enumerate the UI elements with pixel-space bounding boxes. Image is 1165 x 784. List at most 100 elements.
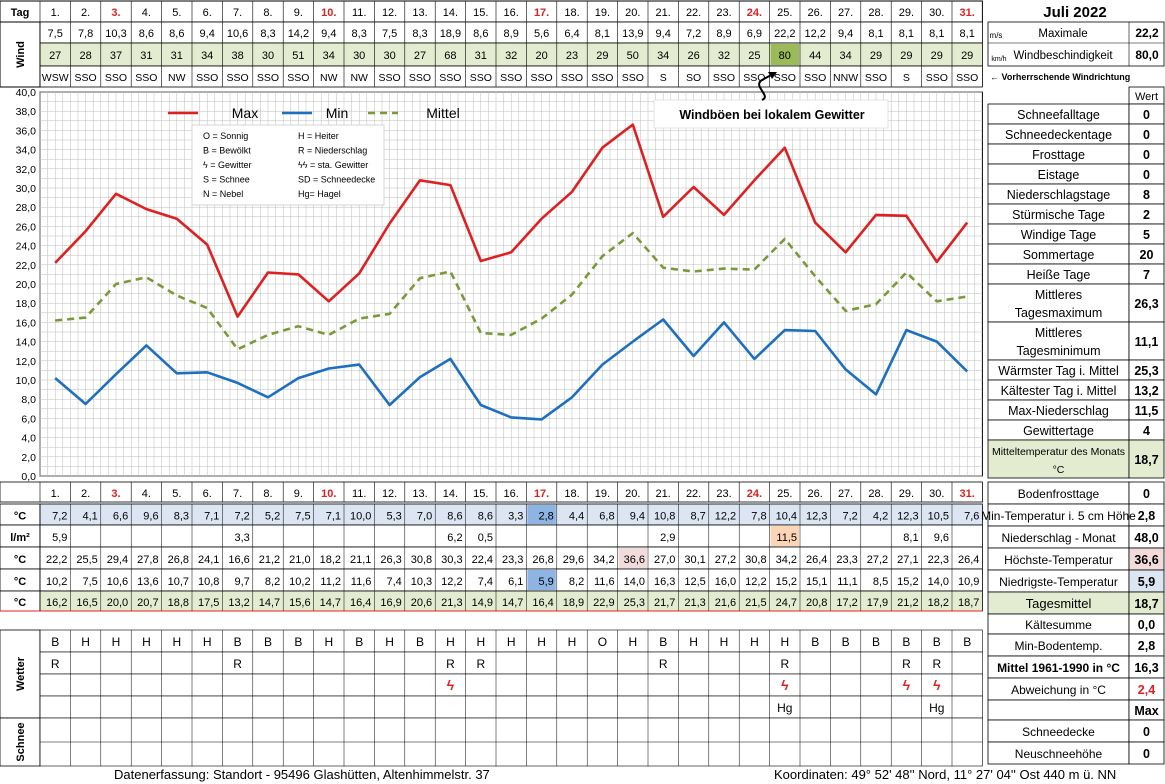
weather-code: R bbox=[476, 657, 485, 671]
wind-mean-value: 7,2 bbox=[686, 28, 701, 40]
wind-label-box bbox=[0, 21, 41, 88]
data-value: 22,2 bbox=[46, 554, 67, 566]
day-label: 8. bbox=[263, 488, 272, 500]
weather-code: H bbox=[142, 635, 151, 649]
thunder-icon: ϟ bbox=[447, 677, 455, 693]
data-value: 10,5 bbox=[928, 511, 949, 523]
day-label: 21. bbox=[656, 488, 671, 500]
data-value: 9,6 bbox=[143, 511, 158, 523]
y-tick-label: 6,0 bbox=[21, 413, 36, 425]
day-label: 26. bbox=[808, 7, 823, 19]
wind-direction-value: SSO bbox=[409, 72, 431, 84]
data-value: 27,1 bbox=[897, 554, 918, 566]
wind-gust-value: 29 bbox=[870, 50, 882, 62]
wind-mean-value: 5,6 bbox=[534, 28, 549, 40]
stat-label: Mittleres bbox=[1035, 326, 1082, 340]
row-unit: °C bbox=[14, 576, 26, 588]
stat-label: Gewittertage bbox=[1023, 424, 1094, 438]
day-label: 7. bbox=[233, 7, 242, 19]
data-value: 4,2 bbox=[873, 511, 888, 523]
day-label: 21. bbox=[656, 7, 671, 19]
wind-mean-value: 22,2 bbox=[774, 28, 795, 40]
wind-direction-value: SSO bbox=[470, 72, 492, 84]
wind-gust-value: 32 bbox=[505, 50, 517, 62]
unit-kmh: km/h bbox=[991, 56, 1006, 63]
wind-gust-value: 31 bbox=[475, 50, 487, 62]
weather-code: H bbox=[537, 635, 546, 649]
data-value: 16,4 bbox=[350, 597, 371, 609]
data-value: 3,3 bbox=[235, 532, 250, 544]
weather-code: B bbox=[51, 635, 59, 649]
summary-label: Kältesumme bbox=[1025, 618, 1092, 632]
wind-mean-value: 8,6 bbox=[169, 28, 184, 40]
summary-value: 18,7 bbox=[1134, 597, 1158, 611]
wind-direction-value: SSO bbox=[622, 72, 644, 84]
y-tick-label: 4,0 bbox=[21, 433, 36, 445]
day-label: 20. bbox=[625, 488, 640, 500]
data-value: 13,6 bbox=[137, 576, 158, 588]
y-tick-label: 18,0 bbox=[16, 298, 37, 310]
weather-code: H bbox=[689, 635, 698, 649]
wind-direction-value: NW bbox=[350, 72, 368, 84]
data-value: 7,1 bbox=[204, 511, 219, 523]
data-value: 16,2 bbox=[46, 597, 67, 609]
wind-direction-value: SSO bbox=[227, 72, 249, 84]
weather-code: B bbox=[355, 635, 363, 649]
data-value: 7,6 bbox=[964, 511, 979, 523]
wind-direction-value: WSW bbox=[42, 72, 69, 84]
wind-gust-value: 32 bbox=[718, 50, 730, 62]
stat-label: Tagesmaximum bbox=[1015, 306, 1103, 320]
wind-mean-value: 8,9 bbox=[716, 28, 731, 40]
data-value: 21,3 bbox=[441, 597, 462, 609]
thunder-icon: ϟ bbox=[903, 677, 911, 693]
weather-code: B bbox=[294, 635, 302, 649]
data-value: 18,2 bbox=[928, 597, 949, 609]
weather-code: H bbox=[446, 635, 455, 649]
max-wind-label: Maximale bbox=[1038, 28, 1087, 40]
data-value: 29,6 bbox=[563, 554, 584, 566]
data-value: 24,7 bbox=[776, 597, 797, 609]
day-label: 2. bbox=[81, 7, 90, 19]
wind-mean-value: 6,4 bbox=[564, 28, 579, 40]
wind-mean-value: 7,5 bbox=[382, 28, 397, 40]
weather-code: H bbox=[750, 635, 759, 649]
data-value: 6,8 bbox=[599, 511, 614, 523]
data-value: 10,4 bbox=[776, 511, 797, 523]
data-value: 4,4 bbox=[569, 511, 584, 523]
wind-gust-value: 31 bbox=[171, 50, 183, 62]
day-label: 25. bbox=[777, 7, 792, 19]
data-value: 12,2 bbox=[745, 576, 766, 588]
day-label: 18. bbox=[564, 488, 579, 500]
thunder-icon: ϟ bbox=[933, 677, 941, 693]
day-label: 11. bbox=[352, 488, 366, 500]
data-value: 34,2 bbox=[776, 554, 797, 566]
wind-direction-value: SSO bbox=[439, 72, 461, 84]
data-value: 25,3 bbox=[624, 597, 645, 609]
data-value: 10,2 bbox=[289, 576, 310, 588]
day-label: 9. bbox=[294, 7, 303, 19]
data-value: 15,6 bbox=[289, 597, 310, 609]
summary-label: Höchste-Temperatur bbox=[1004, 553, 1113, 567]
data-value: 26,8 bbox=[168, 554, 189, 566]
wind-direction-value: NW bbox=[320, 72, 338, 84]
wind-direction-value: SSO bbox=[713, 72, 735, 84]
wind-gust-value: 31 bbox=[140, 50, 152, 62]
legend-code-right: ϟϟ = sta. Gewitter bbox=[298, 160, 368, 170]
data-value: 16,9 bbox=[380, 597, 401, 609]
data-value: 30,8 bbox=[745, 554, 766, 566]
wind-direction-value: SSO bbox=[135, 72, 157, 84]
snow-label: Schnee bbox=[15, 722, 27, 761]
day-label: 28. bbox=[868, 7, 883, 19]
stat-value: 2 bbox=[1143, 208, 1150, 222]
max-wind-kmh: 80,0 bbox=[1135, 48, 1159, 62]
wind-label: Wind bbox=[15, 41, 27, 68]
weather-code: H bbox=[112, 635, 121, 649]
data-value: 14,9 bbox=[472, 597, 493, 609]
wind-gust-value: 29 bbox=[900, 50, 912, 62]
data-value: 30,8 bbox=[411, 554, 432, 566]
wind-mean-value: 6,9 bbox=[747, 28, 762, 40]
stat-label: Sommertage bbox=[1023, 248, 1095, 262]
data-value: 12,5 bbox=[684, 576, 705, 588]
day-label: 28. bbox=[868, 488, 883, 500]
y-tick-label: 22,0 bbox=[16, 260, 37, 272]
